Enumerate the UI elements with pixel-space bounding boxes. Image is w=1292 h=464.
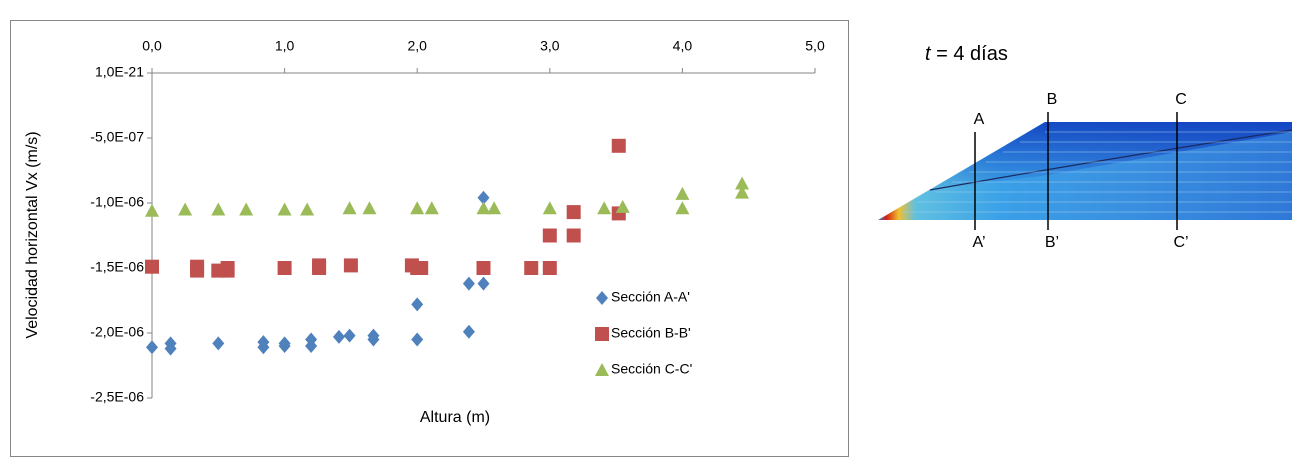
diamond-marker xyxy=(343,328,356,343)
saturated-zone xyxy=(930,122,1292,190)
y-tick-label: -1,0E-06 xyxy=(90,194,144,210)
section-top-label: A xyxy=(974,111,985,128)
square-marker xyxy=(312,261,327,275)
triangle-marker xyxy=(424,201,439,215)
x-tick-label: 0,0 xyxy=(142,38,162,54)
triangle-marker xyxy=(542,201,557,215)
triangle-marker xyxy=(145,203,159,217)
diamond-marker xyxy=(164,341,177,356)
triangle-marker xyxy=(410,201,425,215)
diamond-marker xyxy=(477,276,490,291)
title-variable: t xyxy=(925,43,932,65)
x-axis-title: Altura (m) xyxy=(420,409,490,426)
square-marker xyxy=(524,261,539,275)
x-tick-label: 4,0 xyxy=(673,38,693,54)
diamond-marker xyxy=(411,297,424,312)
y-tick-label: -2,5E-06 xyxy=(90,389,144,405)
legend-label: Sección A-A' xyxy=(611,289,690,305)
diamond-marker xyxy=(477,190,490,205)
triangle-marker xyxy=(211,202,226,216)
diamond-marker xyxy=(462,324,475,339)
diamond-marker xyxy=(278,336,291,351)
square-marker xyxy=(595,327,609,341)
triangle-marker xyxy=(675,186,690,200)
diamond-marker xyxy=(596,291,608,305)
triangle-marker xyxy=(615,199,630,213)
triangle-marker xyxy=(178,202,193,216)
square-marker xyxy=(566,205,581,220)
square-marker xyxy=(542,261,557,275)
diamond-marker xyxy=(411,332,424,347)
section-bottom-label: A’ xyxy=(972,234,985,251)
chart-frame xyxy=(10,20,849,457)
square-marker xyxy=(476,261,491,275)
diamond-marker xyxy=(212,336,225,351)
y-tick-label: -5,0E-07 xyxy=(90,129,144,145)
square-marker xyxy=(542,228,557,243)
triangle-marker xyxy=(277,202,292,216)
y-tick-label: -1,5E-06 xyxy=(90,259,144,275)
square-marker xyxy=(220,263,235,278)
square-marker xyxy=(611,138,626,153)
diamond-marker xyxy=(367,332,380,347)
triangle-marker xyxy=(597,201,612,215)
square-marker xyxy=(343,258,358,273)
triangle-marker xyxy=(735,176,750,190)
section-top-label: B xyxy=(1047,91,1058,108)
square-marker xyxy=(566,228,581,243)
diamond-marker xyxy=(146,340,158,355)
legend-label: Sección B-B' xyxy=(611,325,691,341)
triangle-marker xyxy=(342,201,357,215)
x-tick-label: 2,0 xyxy=(407,38,427,54)
diamond-marker xyxy=(332,329,345,344)
diamond-marker xyxy=(462,276,475,291)
square-marker xyxy=(190,259,205,274)
section-bottom-label: B’ xyxy=(1045,234,1059,251)
x-tick-label: 1,0 xyxy=(275,38,295,54)
triangle-marker xyxy=(476,201,491,215)
triangle-marker xyxy=(487,201,502,215)
triangle-marker xyxy=(735,185,750,199)
triangle-marker xyxy=(239,202,254,216)
section-bottom-label: C’ xyxy=(1173,234,1188,251)
square-marker xyxy=(145,259,159,274)
mesh-lines xyxy=(901,131,1292,213)
y-tick-label: 1,0E-21 xyxy=(95,64,144,80)
triangle-marker xyxy=(595,363,609,376)
y-tick-label: -2,0E-06 xyxy=(90,324,144,340)
y-axis-title: Velocidad horizontal Vx (m/s) xyxy=(24,131,41,338)
triangle-marker xyxy=(362,201,377,215)
x-tick-label: 5,0 xyxy=(805,38,825,54)
title-rest: = 4 días xyxy=(936,43,1008,65)
section-diagram: t = 4 días xyxy=(878,43,1292,230)
square-marker xyxy=(414,261,429,275)
diamond-marker xyxy=(257,340,270,355)
section-top-label: C xyxy=(1175,91,1187,108)
diamond-marker xyxy=(305,339,318,353)
triangle-marker xyxy=(675,201,690,215)
diagram-title: t = 4 días xyxy=(925,43,1008,65)
legend-label: Sección C-C' xyxy=(611,361,692,377)
triangle-marker xyxy=(300,202,315,216)
square-marker xyxy=(277,261,292,275)
x-tick-label: 3,0 xyxy=(540,38,560,54)
